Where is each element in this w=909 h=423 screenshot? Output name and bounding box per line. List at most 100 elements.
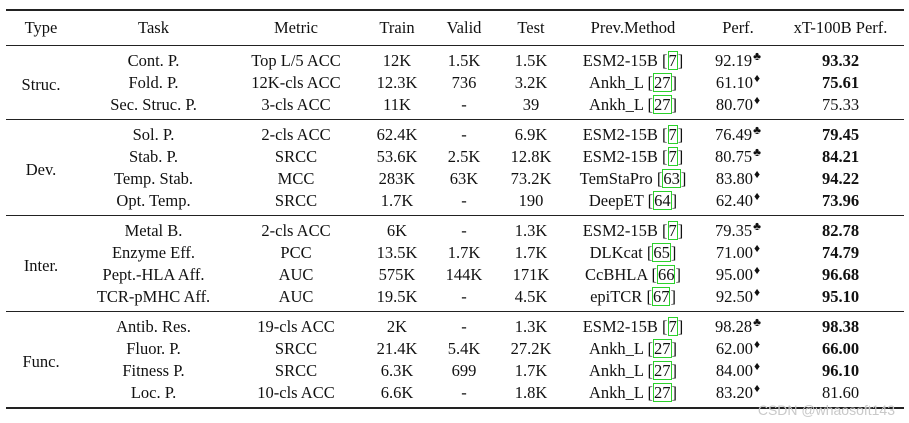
- table-row: Dev. Sol. P. 2-cls ACC 62.4K - 6.9K ESM2-15B […: [6, 120, 904, 179]
- test-cell: 1.3K: [514, 221, 548, 240]
- metric-cell: SRCC: [274, 361, 318, 380]
- train-cell: 12.3K: [376, 73, 418, 92]
- citation-link[interactable]: [27]: [643, 339, 677, 358]
- valid-cell: 144K: [445, 265, 483, 284]
- perf-cell: 61.10♦: [699, 72, 777, 94]
- diamond-symbol-icon: ♦: [754, 188, 761, 203]
- citation-number[interactable]: 64: [653, 191, 672, 210]
- train-cell: 21.4K: [376, 339, 418, 358]
- xt-perf-cell: 75.33: [821, 95, 860, 114]
- citation-number[interactable]: 67: [651, 287, 671, 306]
- citation-link[interactable]: [67]: [642, 287, 676, 306]
- club-symbol-icon: ♣: [753, 144, 761, 159]
- perf-cell: 98.28♣: [699, 312, 777, 339]
- citation-link[interactable]: [65]: [642, 243, 677, 262]
- citation-link[interactable]: [66]: [647, 265, 681, 284]
- metric-cell: 10-cls ACC: [257, 383, 335, 402]
- citation-link[interactable]: [64]: [643, 191, 678, 210]
- club-symbol-icon: ♣: [753, 218, 761, 233]
- table-row: Stab. P. SRCC 53.6K 2.5K 12.8K ESM2-15B [7] 80…: [6, 146, 904, 168]
- valid-cell: 736: [451, 73, 477, 92]
- method-name: ESM2-15B: [582, 221, 658, 240]
- xt-perf-cell: 79.45: [821, 125, 860, 144]
- method-name: TemStaPro: [579, 169, 653, 188]
- citation-link[interactable]: [63]: [652, 169, 687, 188]
- diamond-symbol-icon: ♦: [754, 358, 761, 373]
- xt-perf-cell: 98.38: [821, 317, 860, 336]
- method-name: Ankh_L: [588, 73, 644, 92]
- perf-cell: 62.00♦: [699, 338, 777, 360]
- perf-cell: 62.40♦: [699, 190, 777, 216]
- metric-cell: 2-cls ACC: [261, 221, 331, 240]
- method-name: Ankh_L: [588, 361, 644, 380]
- header-train: Train: [379, 18, 415, 37]
- metric-cell: 2-cls ACC: [261, 125, 331, 144]
- citation-link[interactable]: [7]: [657, 51, 684, 70]
- valid-cell: -: [461, 221, 467, 240]
- train-cell: 6.3K: [380, 361, 414, 380]
- train-cell: 6K: [386, 221, 408, 240]
- citation-number[interactable]: 7: [667, 147, 678, 166]
- task-cell: Fluor. P.: [126, 339, 181, 358]
- perf-cell: 80.75♣: [699, 146, 777, 168]
- prev-method-cell: DeepET [64]: [567, 190, 699, 216]
- valid-cell: 1.5K: [447, 51, 481, 70]
- citation-link[interactable]: [27]: [643, 95, 677, 114]
- header-prev-method: Prev.Method: [590, 18, 676, 37]
- xt-perf-cell: 81.60: [821, 383, 860, 402]
- xt-perf-cell: 84.21: [821, 147, 860, 166]
- task-cell: Sol. P.: [132, 125, 175, 144]
- club-symbol-icon: ♣: [753, 48, 761, 63]
- method-name: Ankh_L: [588, 339, 644, 358]
- valid-cell: 1.7K: [447, 243, 481, 262]
- citation-number[interactable]: 65: [652, 243, 671, 262]
- perf-cell: 71.00♦: [699, 242, 777, 264]
- valid-cell: -: [461, 383, 467, 402]
- task-cell: Stab. P.: [128, 147, 179, 166]
- table-row: Pept.-HLA Aff. AUC 575K 144K 171K CcBHLA [66]…: [6, 264, 904, 286]
- citation-link[interactable]: [27]: [643, 73, 677, 92]
- diamond-symbol-icon: ♦: [754, 262, 761, 277]
- prev-method-cell: Ankh_L [27]: [567, 360, 699, 382]
- citation-number[interactable]: 27: [653, 383, 672, 402]
- prev-method-cell: ESM2-15B [7]: [567, 46, 699, 73]
- citation-number[interactable]: 27: [653, 95, 672, 114]
- valid-cell: -: [461, 287, 467, 306]
- prev-method-cell: Ankh_L [27]: [567, 382, 699, 408]
- perf-value: 80.70: [715, 95, 753, 114]
- citation-number[interactable]: 27: [653, 339, 672, 358]
- prev-method-cell: epiTCR [67]: [567, 286, 699, 312]
- test-cell: 1.7K: [514, 243, 548, 262]
- citation-link[interactable]: [27]: [643, 361, 677, 380]
- metric-cell: 3-cls ACC: [261, 95, 331, 114]
- table-row: TCR-pMHC Aff. AUC 19.5K -4.5K epiTCR [67] 92.…: [6, 286, 904, 312]
- metric-cell: SRCC: [274, 339, 318, 358]
- citation-number[interactable]: 7: [667, 221, 678, 240]
- diamond-symbol-icon: ♦: [754, 70, 761, 85]
- table-group: Inter. Metal B. 2-cls ACC 6K - 1.3K ESM2-15B […: [6, 216, 904, 312]
- task-cell: Fitness P.: [122, 361, 185, 380]
- citation-link[interactable]: [7]: [657, 317, 684, 336]
- train-cell: 62.4K: [376, 125, 418, 144]
- prev-method-cell: ESM2-15B [7]: [567, 312, 699, 339]
- citation-link[interactable]: [7]: [657, 221, 684, 240]
- citation-number[interactable]: 63: [662, 169, 681, 188]
- perf-cell: 95.00♦: [699, 264, 777, 286]
- citation-number[interactable]: 66: [656, 265, 676, 284]
- train-cell: 6.6K: [380, 383, 414, 402]
- citation-link[interactable]: [7]: [657, 147, 684, 166]
- citation-number[interactable]: 7: [667, 51, 678, 70]
- citation-number[interactable]: 27: [653, 361, 672, 380]
- prev-method-cell: ESM2-15B [7]: [567, 216, 699, 243]
- valid-cell: 63K: [449, 169, 479, 188]
- train-cell: 283K: [378, 169, 416, 188]
- citation-link[interactable]: [27]: [643, 383, 677, 402]
- citation-number[interactable]: 7: [667, 317, 678, 336]
- header-row: Type Task Metric Train Valid Test Prev.M…: [6, 10, 904, 46]
- table-row: Struc. Cont. P. Top L/5 ACC 12K 1.5K 1.5K ESM2…: [6, 46, 904, 94]
- method-name: Ankh_L: [588, 95, 644, 114]
- citation-number[interactable]: 7: [667, 125, 678, 144]
- citation-number[interactable]: 27: [653, 73, 672, 92]
- citation-link[interactable]: [7]: [657, 125, 684, 144]
- metric-cell: Top L/5 ACC: [251, 51, 341, 70]
